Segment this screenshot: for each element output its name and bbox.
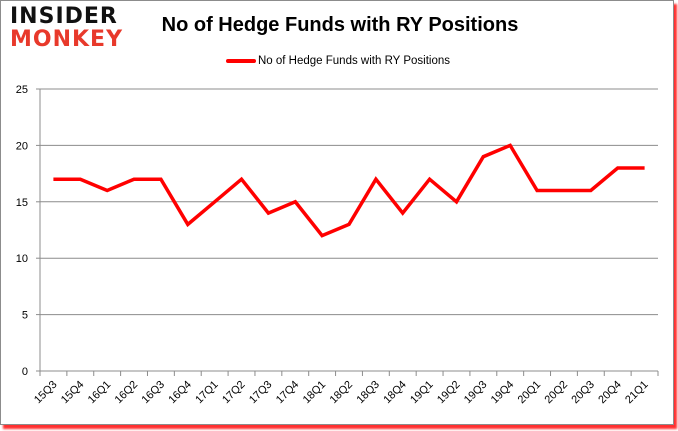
- y-tick-label: 0: [22, 366, 28, 378]
- y-tick-label: 5: [22, 310, 28, 322]
- insider-monkey-logo: INSIDER MONKEY: [10, 6, 130, 56]
- y-tick-label: 15: [16, 197, 28, 209]
- x-tick-label: 19Q3: [462, 379, 490, 407]
- y-axis: 0 5 10 15 20 25: [16, 84, 41, 378]
- x-tick-label: 20Q4: [596, 379, 624, 407]
- x-tick-label: 19Q1: [408, 379, 436, 407]
- x-tick-label: 15Q4: [59, 379, 87, 407]
- gridlines: [40, 88, 658, 316]
- x-tick-label: 16Q4: [166, 379, 194, 407]
- x-tick-label: 16Q1: [86, 379, 114, 407]
- x-tick-label: 20Q3: [569, 379, 597, 407]
- x-tick-label: 19Q4: [489, 379, 517, 407]
- legend-line-swatch-icon: [226, 59, 256, 63]
- x-tick-label: 18Q2: [328, 379, 356, 407]
- logo-line-1: INSIDER: [10, 4, 118, 29]
- series-line: [53, 143, 645, 238]
- chart-title: No of Hedge Funds with RY Positions: [161, 14, 519, 36]
- x-tick-label: 16Q2: [113, 379, 141, 407]
- x-tick-label: 18Q1: [301, 379, 329, 407]
- x-tick-label: 18Q4: [381, 379, 409, 407]
- logo-line-2: MONKEY: [10, 27, 124, 52]
- x-tick-label: 17Q2: [220, 379, 248, 407]
- data-series: [53, 143, 645, 238]
- x-tick-label: 17Q3: [247, 379, 275, 407]
- x-tick-label: 19Q2: [435, 379, 463, 407]
- y-tick-label: 10: [16, 253, 28, 265]
- chart-legend: No of Hedge Funds with RY Positions: [226, 55, 450, 67]
- x-tick-label: 15Q3: [32, 379, 60, 407]
- x-tick-label: 17Q1: [193, 379, 221, 407]
- x-tick-label: 16Q3: [140, 379, 168, 407]
- legend-label: No of Hedge Funds with RY Positions: [258, 55, 450, 67]
- x-axis: 15Q3 15Q4 16Q1 16Q2 16Q3 16Q4 17Q1 17Q2 17Q3 17Q4…: [32, 370, 659, 407]
- y-tick-label: 25: [16, 84, 28, 96]
- y-tick-label: 20: [16, 140, 28, 152]
- x-tick-label: 21Q1: [623, 379, 651, 407]
- x-tick-label: 20Q1: [516, 379, 544, 407]
- x-tick-label: 17Q4: [274, 379, 302, 407]
- x-tick-label: 20Q2: [543, 379, 571, 407]
- x-tick-label: 18Q3: [354, 379, 382, 407]
